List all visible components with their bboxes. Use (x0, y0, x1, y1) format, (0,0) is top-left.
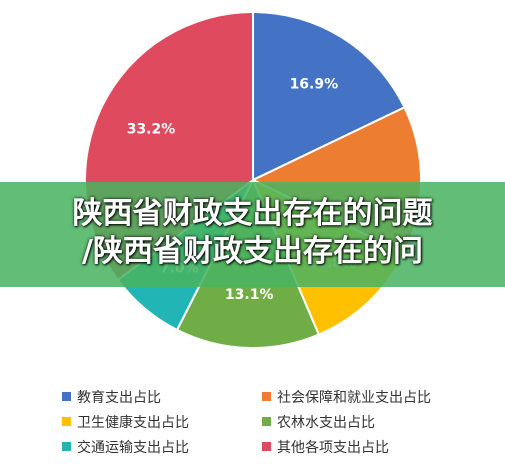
banner-line-2: /陕西省财政支出存在的问 (82, 234, 423, 269)
legend-item-5: 其他各项支出占比 (262, 437, 462, 456)
legend-swatch-0 (62, 392, 71, 401)
pie-data-label-5: 33.2% (127, 122, 176, 138)
banner-line-1: 陕西省财政支出存在的问题 (72, 196, 433, 231)
legend-label-0: 教育支出占比 (77, 389, 161, 406)
legend-item-3: 农林水支出占比 (262, 412, 462, 431)
legend-swatch-3 (262, 417, 271, 426)
legend-label-4: 交通运输支出占比 (77, 439, 189, 456)
pie-slice-0 (252, 10, 406, 182)
pie-data-label-0: 16.9% (290, 76, 339, 92)
legend-swatch-1 (262, 392, 271, 401)
legend-label-1: 社会保障和就业支出占比 (277, 389, 431, 406)
legend-item-1: 社会保障和就业支出占比 (262, 387, 462, 406)
legend-label-5: 其他各项支出占比 (277, 439, 389, 456)
legend-item-2: 卫生健康支出占比 (62, 412, 262, 431)
legend-swatch-5 (262, 442, 271, 451)
legend-item-4: 交通运输支出占比 (62, 437, 262, 456)
legend-item-0: 教育支出占比 (62, 387, 262, 406)
title-banner: 陕西省财政支出存在的问题 /陕西省财政支出存在的问 (0, 182, 505, 287)
chart-legend: 教育支出占比 社会保障和就业支出占比卫生健康支出占比 农林水支出占比交通运输支出占比… (62, 387, 482, 456)
pie-data-label-3: 13.1% (225, 287, 274, 303)
legend-label-3: 农林水支出占比 (277, 414, 375, 431)
legend-swatch-4 (62, 442, 71, 451)
legend-label-2: 卫生健康支出占比 (77, 414, 189, 431)
legend-swatch-2 (62, 417, 71, 426)
